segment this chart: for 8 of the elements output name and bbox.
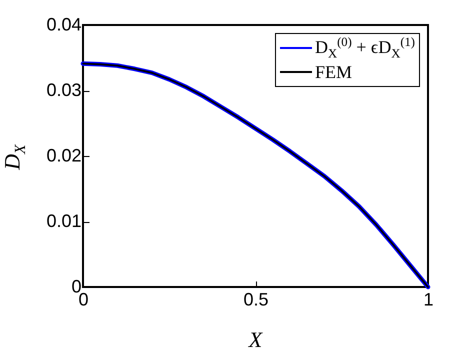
x-axis-title: X <box>247 327 264 353</box>
x-tick-label: 1 <box>423 290 434 310</box>
y-tick-label: 0.02 <box>46 146 82 166</box>
legend-label: FEM <box>314 62 352 82</box>
y-tick-label: 0.01 <box>46 211 82 231</box>
y-tick-label: 0.04 <box>46 14 82 34</box>
y-tick-label: 0.03 <box>46 80 82 100</box>
x-tick-label: 0.5 <box>243 290 269 310</box>
